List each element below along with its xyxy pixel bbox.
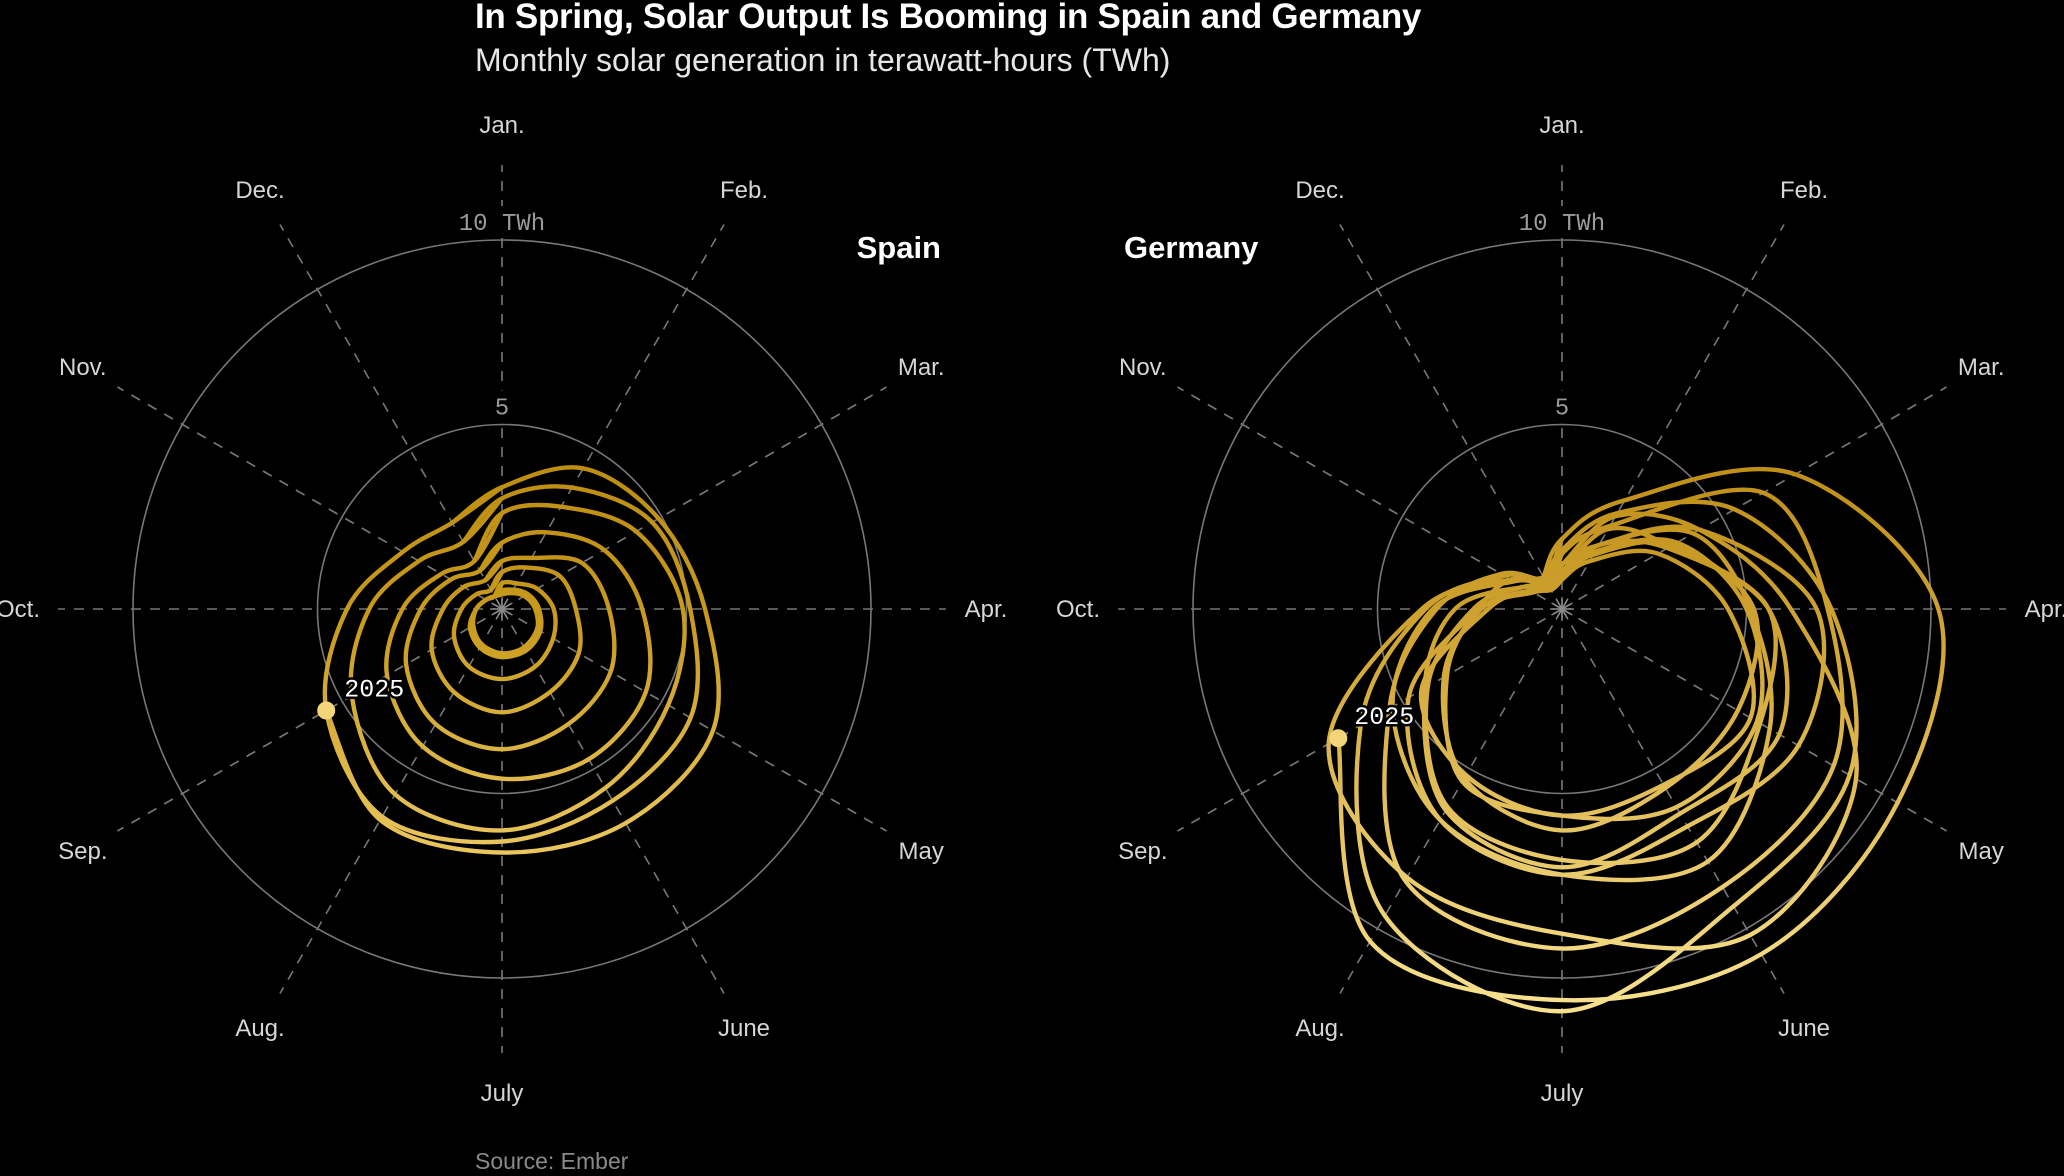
- spain-month-label-june: June: [718, 1015, 770, 1042]
- spain-series-2024: [322, 484, 701, 845]
- spain-series-2022: [384, 510, 653, 782]
- spain-month-label-aug: Aug.: [235, 1015, 284, 1042]
- germany-month-label-sep: Sep.: [1118, 838, 1167, 865]
- spain-spoke-mar: [501, 386, 887, 610]
- spain-center-mark: [501, 602, 513, 610]
- germany-center-mark: [1551, 602, 1563, 610]
- germany-month-label-feb: Feb.: [1780, 177, 1828, 204]
- spain-center-mark: [501, 608, 509, 620]
- spain-month-label-feb: Feb.: [720, 177, 768, 204]
- germany-spoke-mar: [1561, 386, 1947, 610]
- spain-ring-label-backdrop: [488, 390, 516, 421]
- germany-series-2022: [1382, 487, 1845, 951]
- spain-month-label-mar: Mar.: [898, 354, 945, 381]
- chart-title: In Spring, Solar Output Is Booming in Sp…: [475, 0, 1422, 36]
- spain-month-label-oct: Oct.: [0, 596, 40, 623]
- germany-center-mark: [1561, 608, 1569, 620]
- spain-spoke-feb: [501, 224, 725, 610]
- spain-spoke-nov: [117, 386, 503, 610]
- germany-end-year-label: 2025: [1354, 703, 1414, 732]
- germany-month-label-nov: Nov.: [1119, 354, 1167, 381]
- spain-month-label-dec: Dec.: [235, 177, 284, 204]
- spain-ring-label-5: 5: [495, 396, 509, 423]
- spain-center-mark: [501, 608, 513, 616]
- spain-month-label-may: May: [899, 838, 944, 865]
- germany-spoke-dec: [1339, 224, 1563, 610]
- spain-series-2020: [429, 558, 583, 715]
- spain-spoke-may: [501, 608, 887, 832]
- spain-month-label-apr: Apr.: [965, 596, 1008, 623]
- germany-center-mark: [1561, 602, 1573, 610]
- spain-end-marker: [317, 701, 336, 720]
- chart-subtitle: Monthly solar generation in terawatt-hou…: [475, 42, 1171, 78]
- spain-ring-label-backdrop: [451, 206, 553, 236]
- germany-spoke-aug: [1339, 608, 1563, 994]
- spain-end-year-label: 2025: [344, 676, 404, 705]
- spain-ring-inner: [316, 423, 688, 795]
- germany-center-mark: [1555, 608, 1563, 620]
- spain-center-mark: [491, 602, 503, 610]
- germany-center-mark: [1555, 598, 1563, 610]
- spain-series-2019: [451, 569, 558, 682]
- germany-series-2024: [1354, 499, 1859, 1014]
- germany-month-label-may: May: [1959, 838, 2004, 865]
- germany-month-label-aug: Aug.: [1295, 1015, 1344, 1042]
- germany-month-label-june: June: [1778, 1015, 1830, 1042]
- spain-ring-label-10-twh: 10 TWh: [459, 211, 545, 238]
- spain-center-mark: [491, 608, 503, 616]
- spain-polar-chart: Jan. Feb. Mar. Apr. May June July Aug. Sep. Oct. N…: [0, 112, 1007, 1107]
- spain-spoke-june: [501, 608, 725, 994]
- germany-month-label-jan: Jan.: [1539, 112, 1584, 139]
- spain-series-2018: [467, 581, 541, 660]
- germany-month-label-apr: Apr.: [2025, 596, 2064, 623]
- spain-series-2025: [324, 465, 721, 855]
- germany-ring-label-backdrop: [1548, 390, 1576, 421]
- germany-series-2021: [1390, 527, 1774, 883]
- spain-center-mark: [501, 598, 509, 610]
- chart-header: In Spring, Solar Output Is Booming in Sp…: [475, 0, 1875, 82]
- germany-series-2018: [1421, 538, 1790, 870]
- germany-center-mark: [1561, 608, 1573, 616]
- germany-ring-label-5: 5: [1555, 396, 1569, 423]
- spain-month-label-jan: Jan.: [479, 112, 524, 139]
- germany-ring-label-backdrop: [1511, 206, 1613, 236]
- spain-month-label-july: July: [481, 1080, 524, 1107]
- germany-month-label-july: July: [1541, 1080, 1584, 1107]
- germany-spoke-june: [1561, 608, 1785, 994]
- germany-ring-label-10-twh: 10 TWh: [1519, 211, 1605, 238]
- spain-spoke-dec: [279, 224, 503, 610]
- germany-spoke-may: [1561, 608, 1947, 832]
- germany-polar-chart: Jan. Feb. Mar. Apr. May June July Aug. Sep. Oct. N…: [1056, 112, 2064, 1107]
- spain-center-mark: [495, 598, 503, 610]
- spain-center-mark: [495, 608, 503, 620]
- germany-series-2025: [1336, 466, 1946, 1003]
- spain-series-2021: [403, 540, 617, 752]
- germany-center-mark: [1561, 598, 1569, 610]
- germany-spoke-sep: [1177, 608, 1563, 832]
- spain-month-label-sep: Sep.: [58, 838, 107, 865]
- germany-spoke-nov: [1177, 386, 1563, 610]
- spain-series-2023: [348, 496, 687, 833]
- germany-spoke-feb: [1561, 224, 1785, 610]
- germany-month-label-dec: Dec.: [1295, 177, 1344, 204]
- germany-month-label-mar: Mar.: [1958, 354, 2005, 381]
- spain-month-label-nov: Nov.: [59, 354, 107, 381]
- germany-month-label-oct: Oct.: [1056, 596, 1100, 623]
- spain-spoke-aug: [279, 608, 503, 994]
- germany-center-mark: [1551, 608, 1563, 616]
- germany-country-label: Germany: [1124, 230, 1259, 265]
- spain-country-label: Spain: [857, 230, 941, 265]
- spain-spoke-sep: [117, 608, 503, 832]
- source-note: Source: Ember: [475, 1148, 629, 1174]
- germany-end-marker: [1329, 729, 1348, 748]
